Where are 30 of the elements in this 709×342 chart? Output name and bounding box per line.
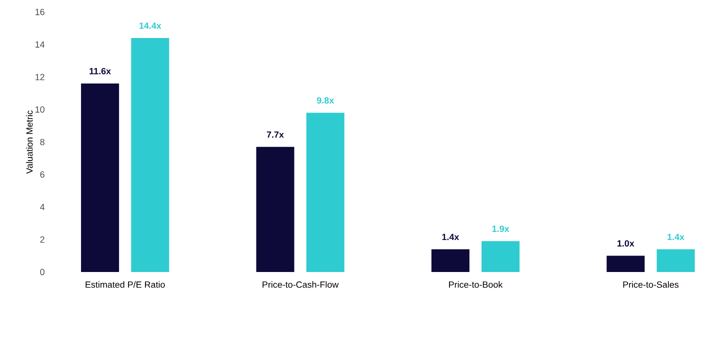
bar bbox=[431, 249, 470, 272]
y-tick-label: 0 bbox=[40, 268, 44, 276]
bar bbox=[256, 146, 294, 272]
x-tick-label: Price-to-Book bbox=[449, 281, 503, 288]
data-label: 1.4x bbox=[442, 234, 460, 240]
data-label: 11.6x bbox=[90, 68, 111, 74]
y-tick-label: 16 bbox=[36, 8, 44, 16]
y-tick-label: 6 bbox=[40, 171, 44, 178]
data-label: 1.0x bbox=[617, 240, 634, 247]
data-label: 1.9x bbox=[492, 226, 510, 232]
y-tick-label: 12 bbox=[36, 74, 44, 80]
data-label: 9.8x bbox=[316, 97, 334, 104]
bar bbox=[656, 249, 695, 272]
y-axis-title: Valuation Metric bbox=[26, 110, 33, 174]
bar bbox=[306, 112, 344, 272]
y-tick-label: 2 bbox=[40, 236, 44, 243]
data-label: 1.4x bbox=[668, 234, 684, 240]
bar bbox=[482, 241, 520, 272]
data-label: 14.4x bbox=[139, 22, 162, 29]
y-tick-label: 14 bbox=[36, 41, 45, 48]
bar bbox=[131, 38, 170, 272]
bar bbox=[81, 83, 120, 272]
y-tick-label: 8 bbox=[40, 138, 44, 146]
x-tick-label: Price-to-Sales bbox=[623, 281, 679, 288]
x-tick-label: Estimated P/E Ratio bbox=[86, 281, 165, 288]
bar bbox=[606, 256, 645, 272]
y-tick-label: 10 bbox=[36, 106, 44, 113]
y-tick-label: 4 bbox=[40, 204, 45, 210]
data-label: 7.7x bbox=[266, 132, 284, 138]
x-tick-label: Price-to-Cash-Flow bbox=[262, 281, 339, 288]
